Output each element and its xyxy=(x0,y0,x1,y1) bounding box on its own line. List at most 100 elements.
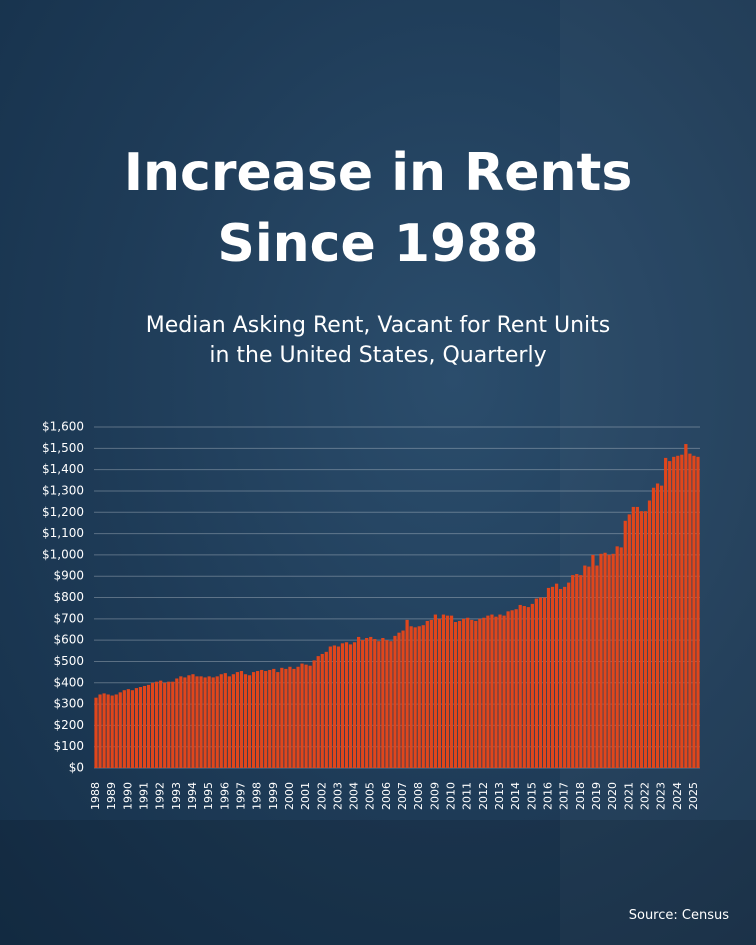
bar xyxy=(518,604,522,768)
bar xyxy=(336,646,341,768)
bar xyxy=(688,453,692,768)
bar xyxy=(401,630,405,768)
bar xyxy=(417,626,421,768)
bar xyxy=(482,617,486,768)
bar xyxy=(466,617,470,768)
y-tick-label: $0 xyxy=(69,761,84,775)
bar xyxy=(470,619,474,768)
bar xyxy=(676,455,680,768)
bar xyxy=(599,553,603,768)
bar xyxy=(660,485,664,768)
bar xyxy=(643,511,648,768)
bar xyxy=(397,632,401,768)
bar xyxy=(664,457,668,768)
bar xyxy=(554,583,559,768)
bar xyxy=(498,614,502,768)
bar xyxy=(567,582,571,768)
x-tick-label: 2006 xyxy=(380,782,393,810)
bar xyxy=(235,672,240,768)
bar xyxy=(159,680,163,768)
bar xyxy=(114,694,118,768)
bar xyxy=(171,681,175,768)
bar xyxy=(502,615,506,768)
y-tick-label: $100 xyxy=(53,739,84,753)
y-tick-label: $1,600 xyxy=(42,420,84,434)
bar xyxy=(563,586,567,768)
bar xyxy=(647,500,652,768)
bar xyxy=(369,636,373,768)
bar xyxy=(514,609,518,768)
bar xyxy=(684,444,688,768)
bar xyxy=(627,514,631,768)
y-tick-label: $1,200 xyxy=(42,505,84,519)
x-tick-label: 1994 xyxy=(186,782,199,810)
bar xyxy=(175,678,179,768)
bar xyxy=(692,455,696,768)
chart-subtitle: in the United States, Quarterly xyxy=(209,343,546,368)
bar xyxy=(211,677,215,768)
bar xyxy=(413,627,417,768)
y-tick-label: $1,100 xyxy=(42,526,84,540)
bar xyxy=(462,618,466,768)
x-tick-label: 2013 xyxy=(493,782,506,810)
x-tick-label: 2011 xyxy=(461,782,474,810)
bar xyxy=(199,676,203,768)
y-tick-label: $1,300 xyxy=(42,483,84,497)
bar xyxy=(179,676,183,768)
bar xyxy=(631,506,635,768)
bar xyxy=(134,688,139,768)
bar xyxy=(542,597,547,768)
bar xyxy=(445,615,450,768)
bar xyxy=(389,641,393,768)
bar xyxy=(126,689,130,768)
bar xyxy=(611,553,615,768)
bar xyxy=(264,671,268,768)
x-tick-label: 2014 xyxy=(509,782,522,810)
bar xyxy=(559,588,563,768)
bar xyxy=(340,643,345,768)
bar xyxy=(546,587,551,768)
x-tick-label: 1989 xyxy=(105,782,118,810)
bar xyxy=(195,676,199,768)
bar xyxy=(441,614,446,768)
bar xyxy=(373,639,377,768)
bar xyxy=(429,619,433,768)
bar xyxy=(651,487,656,768)
bar xyxy=(118,692,122,768)
bar xyxy=(231,674,235,768)
bar xyxy=(256,671,260,768)
x-tick-label: 1997 xyxy=(234,782,247,810)
bar xyxy=(110,695,114,768)
bar xyxy=(357,636,361,768)
bar xyxy=(352,642,357,768)
bar xyxy=(530,603,534,768)
bar xyxy=(215,676,219,768)
bar xyxy=(130,690,134,768)
bar xyxy=(425,620,429,768)
bar xyxy=(296,666,300,768)
bar xyxy=(348,644,353,768)
chart-title: Increase in Rents xyxy=(124,143,633,203)
bar xyxy=(534,598,538,768)
bar xyxy=(437,618,442,768)
bar xyxy=(696,456,700,768)
bar xyxy=(239,671,244,768)
bar xyxy=(494,616,498,768)
bar xyxy=(506,611,510,768)
bar xyxy=(316,656,320,768)
bar xyxy=(655,483,660,768)
x-tick-label: 2016 xyxy=(542,782,555,810)
y-tick-label: $800 xyxy=(53,590,84,604)
x-tick-label: 2025 xyxy=(687,782,700,810)
bar xyxy=(122,690,126,768)
source: Source: Census xyxy=(629,908,729,923)
bar xyxy=(187,675,191,768)
y-tick-label: $900 xyxy=(53,569,84,583)
y-tick-label: $400 xyxy=(53,675,84,689)
bar xyxy=(268,669,272,768)
bar xyxy=(288,666,292,768)
bar xyxy=(142,685,147,768)
bar xyxy=(300,663,304,768)
y-tick-label: $200 xyxy=(53,718,84,732)
bar xyxy=(579,575,583,768)
